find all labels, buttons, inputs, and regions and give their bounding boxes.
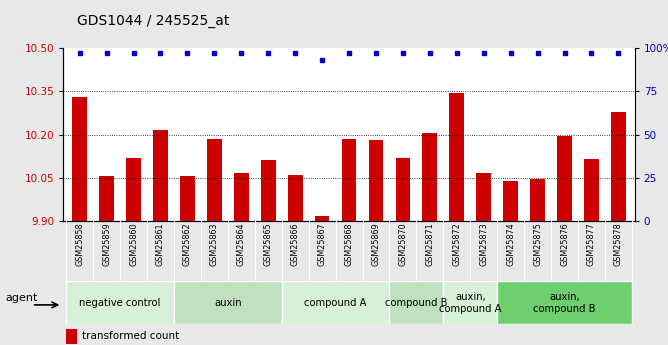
Bar (207, 139, 222, 221)
Text: compound A: compound A (305, 298, 367, 308)
Bar (174, 281, 282, 324)
Bar (282, 281, 389, 324)
Bar (503, 180, 518, 221)
Bar (450, 93, 464, 221)
Text: compound B: compound B (385, 298, 448, 308)
Bar (395, 158, 410, 221)
Bar (584, 159, 599, 221)
Bar (288, 175, 303, 221)
Text: auxin,
compound A: auxin, compound A (439, 292, 502, 314)
Text: negative control: negative control (79, 298, 161, 308)
Bar (153, 130, 168, 221)
Bar (389, 281, 444, 324)
Bar (66, 281, 174, 324)
Text: auxin,
compound B: auxin, compound B (533, 292, 596, 314)
Bar (315, 217, 329, 221)
Text: GDS1044 / 245525_at: GDS1044 / 245525_at (77, 13, 229, 28)
Bar (180, 176, 195, 221)
Text: agent: agent (5, 293, 37, 303)
Bar (234, 174, 248, 221)
Bar (66, 329, 77, 344)
Text: auxin: auxin (214, 298, 242, 308)
Bar (369, 140, 383, 221)
Bar (557, 136, 572, 221)
Bar (126, 158, 141, 221)
Bar (72, 97, 87, 221)
Bar (261, 160, 276, 221)
Bar (444, 281, 497, 324)
Bar (476, 174, 491, 221)
Bar (341, 139, 357, 221)
Bar (99, 176, 114, 221)
Text: transformed count: transformed count (81, 331, 179, 341)
Bar (611, 111, 626, 221)
Bar (530, 179, 545, 221)
Bar (422, 133, 438, 221)
Bar (497, 281, 632, 324)
